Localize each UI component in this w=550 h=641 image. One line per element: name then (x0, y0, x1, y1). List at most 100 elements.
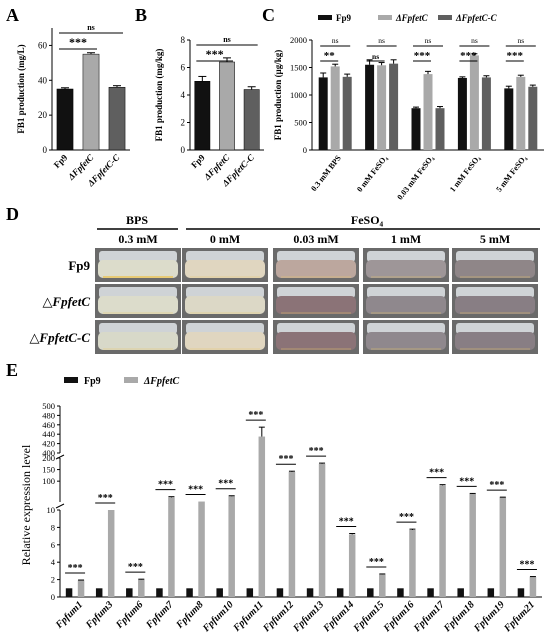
y-tick-label: 20 (38, 110, 48, 120)
bar (469, 493, 476, 597)
significance-label: ns (378, 36, 385, 45)
significance-label: *** (278, 454, 293, 465)
bar (529, 576, 537, 597)
bar (156, 588, 163, 597)
bar (379, 574, 386, 597)
bar (528, 86, 538, 150)
x-tick-label: 0.3 mM BPS (309, 153, 343, 193)
x-tick-label: Fpfum11 (231, 599, 266, 634)
bar (77, 580, 85, 597)
bar (318, 77, 328, 150)
x-tick-label: Fpfum21 (501, 599, 537, 635)
legend-swatch (124, 377, 138, 383)
y-tick-label: 8 (181, 35, 186, 45)
flask-reflection (371, 276, 441, 278)
bar (194, 81, 211, 151)
bar (469, 55, 479, 150)
x-tick-label: Fpfum15 (351, 599, 387, 635)
culture-sample (366, 332, 446, 350)
y-tick-label: 0 (303, 145, 307, 155)
flask-glass (367, 287, 445, 298)
bar (516, 76, 526, 150)
culture-sample (276, 296, 356, 314)
culture-sample (98, 260, 178, 278)
bar (435, 108, 445, 150)
bar (126, 588, 133, 597)
legend-label: Fp9 (336, 13, 352, 23)
bar (439, 485, 446, 597)
culture-sample (185, 260, 265, 278)
y-tick-label: 2 (51, 575, 55, 585)
y-tick-label: 2 (181, 118, 186, 128)
culture-sample (455, 332, 535, 350)
significance-label: ns (332, 36, 339, 45)
flask-reflection (281, 312, 351, 314)
culture-sample (276, 332, 356, 350)
x-tick-label: Fpfum18 (441, 599, 477, 635)
x-tick-label: Fp9 (189, 152, 207, 170)
x-tick-label: Fp9 (52, 152, 70, 170)
y-axis-label: FB1 production (mg/kg) (154, 49, 164, 142)
y-tick-label: 40 (38, 75, 48, 85)
row-label: Fp9 (68, 258, 90, 273)
significance-label: *** (414, 50, 431, 62)
significance-label: ns (87, 23, 95, 32)
bar (198, 501, 205, 597)
column-header: 1 mM (391, 232, 421, 246)
row-label: △FpfetC (42, 294, 90, 309)
significance-label: *** (339, 516, 354, 527)
panel-label-c: C (262, 5, 275, 25)
significance-label: *** (188, 485, 203, 496)
flask-reflection (281, 276, 351, 278)
y-axis-label: FB1 production (µg/kg) (273, 50, 283, 141)
bar (82, 53, 100, 151)
y-tick-label: 500 (42, 401, 55, 411)
bar (186, 588, 193, 597)
significance-label: *** (69, 35, 87, 49)
bar (427, 588, 434, 597)
significance-label: *** (460, 50, 477, 62)
bar (108, 87, 126, 151)
bar (348, 534, 356, 597)
column-header: 0.03 mM (293, 232, 338, 246)
x-tick-label: Fpfum19 (471, 599, 507, 635)
culture-sample (276, 260, 356, 278)
bar (219, 61, 235, 151)
bar (306, 588, 314, 597)
significance-label: ns (372, 52, 379, 61)
x-tick-label: Fpfum7 (143, 599, 176, 632)
significance-label: ns (223, 35, 231, 44)
significance-label: ns (471, 36, 478, 45)
y-tick-label: 400 (42, 448, 55, 458)
x-tick-label: Fpfum10 (200, 599, 236, 635)
bar (365, 64, 375, 150)
y-tick-label: 500 (294, 118, 307, 128)
legend-label: ΔFpfetC-C (455, 13, 498, 23)
bar (411, 108, 421, 150)
flask-reflection (190, 276, 260, 278)
bar (168, 497, 175, 597)
bar (457, 77, 467, 150)
significance-label: *** (399, 512, 414, 523)
y-tick-label: 0 (43, 145, 48, 155)
y-tick-label: 4 (181, 90, 186, 100)
bar (330, 66, 340, 150)
flask-glass (277, 287, 355, 298)
x-tick-label: Fpfum17 (411, 599, 447, 635)
x-tick-label: Fpfum13 (291, 599, 327, 635)
flask-glass (99, 251, 177, 262)
y-tick-label: 1500 (290, 63, 307, 73)
significance-label: ** (324, 50, 336, 62)
bar (487, 588, 495, 597)
significance-label: *** (459, 476, 474, 487)
flask-glass (186, 251, 264, 262)
flask-reflection (371, 312, 441, 314)
bar (56, 88, 74, 151)
legend-label: Fp9 (84, 376, 101, 387)
x-tick-label: 0.03 mM FeSO₄ (395, 153, 436, 201)
bar (336, 588, 344, 597)
significance-label: *** (507, 50, 524, 62)
x-tick-label: Fpfum12 (260, 599, 296, 635)
